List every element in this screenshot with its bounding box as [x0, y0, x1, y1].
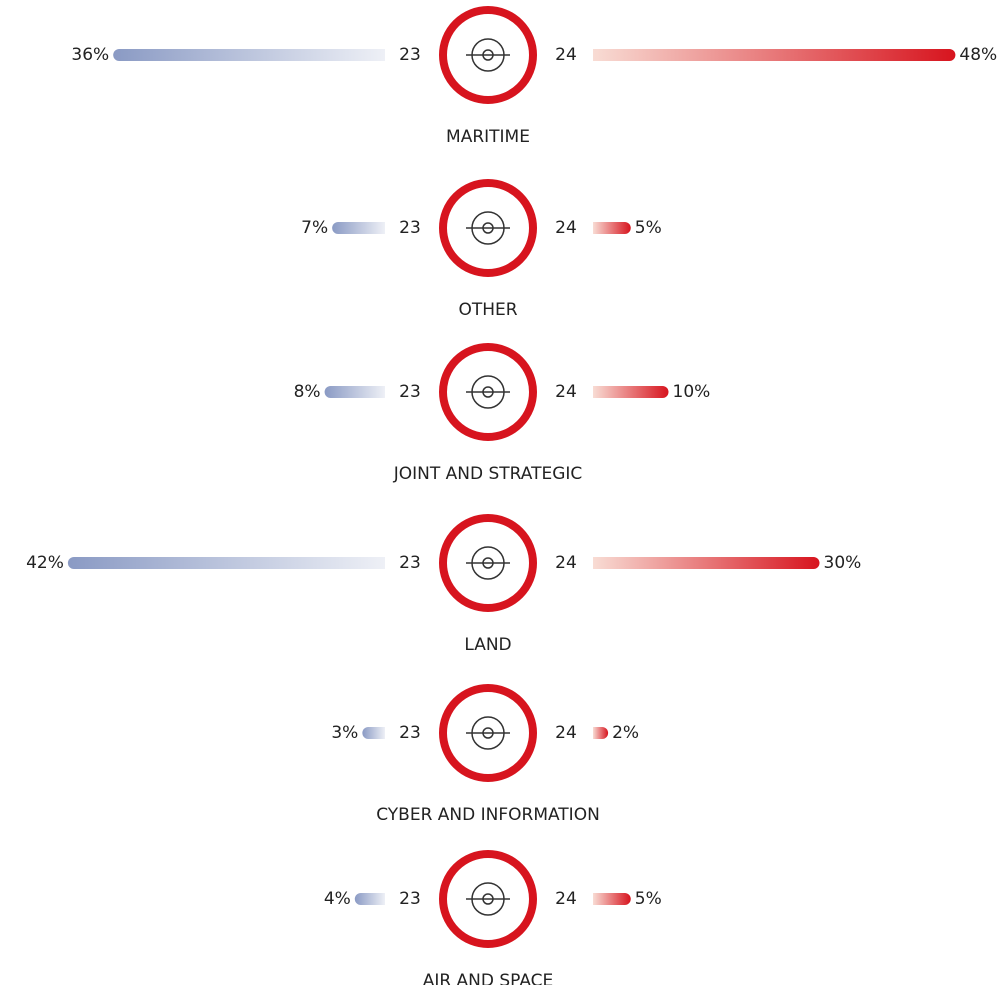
- icon: [466, 375, 510, 409]
- series-label: 24: [555, 723, 577, 743]
- icon-shape: [482, 557, 494, 569]
- category-label: MARITIME: [446, 127, 530, 147]
- value-label: 5%: [635, 889, 662, 909]
- series-label: 23: [399, 889, 421, 909]
- icon: [466, 211, 510, 245]
- icon-shape: [482, 386, 494, 398]
- bar: [332, 222, 385, 234]
- value-label: 8%: [294, 382, 321, 402]
- bar: [593, 49, 956, 61]
- icon: [466, 38, 510, 72]
- icon-shape: [482, 49, 494, 61]
- series-label: 24: [555, 218, 577, 238]
- bar: [593, 727, 609, 739]
- category-label: OTHER: [458, 300, 517, 320]
- series-label: 23: [399, 218, 421, 238]
- icon: [466, 716, 510, 750]
- series-label: 23: [399, 723, 421, 743]
- category-label: LAND: [464, 635, 511, 655]
- value-label: 3%: [331, 723, 358, 743]
- bar: [113, 49, 385, 61]
- series-label: 24: [555, 45, 577, 65]
- value-label: 30%: [824, 553, 862, 573]
- series-label: 24: [555, 553, 577, 573]
- value-label: 10%: [673, 382, 711, 402]
- category-label: CYBER AND INFORMATION: [376, 805, 600, 825]
- bar: [362, 727, 385, 739]
- series-label: 23: [399, 382, 421, 402]
- bar: [324, 386, 385, 398]
- bar: [593, 222, 631, 234]
- bar: [593, 893, 631, 905]
- series-label: 24: [555, 382, 577, 402]
- bar: [593, 386, 669, 398]
- bar: [67, 557, 385, 569]
- icon: [466, 546, 510, 580]
- value-label: 4%: [324, 889, 351, 909]
- value-label: 2%: [612, 723, 639, 743]
- category-label: JOINT AND STRATEGIC: [393, 464, 583, 484]
- value-label: 5%: [635, 218, 662, 238]
- icon-shape: [482, 727, 494, 739]
- series-label: 24: [555, 889, 577, 909]
- category-label: AIR AND SPACE: [423, 971, 554, 985]
- bar: [593, 557, 820, 569]
- series-label: 23: [399, 553, 421, 573]
- icon: [466, 882, 510, 916]
- series-label: 23: [399, 45, 421, 65]
- bar: [354, 893, 385, 905]
- value-label: 36%: [71, 45, 109, 65]
- value-label: 42%: [26, 553, 64, 573]
- icon-shape: [482, 893, 494, 905]
- value-label: 7%: [301, 218, 328, 238]
- icon-shape: [482, 222, 494, 234]
- value-label: 48%: [959, 45, 997, 65]
